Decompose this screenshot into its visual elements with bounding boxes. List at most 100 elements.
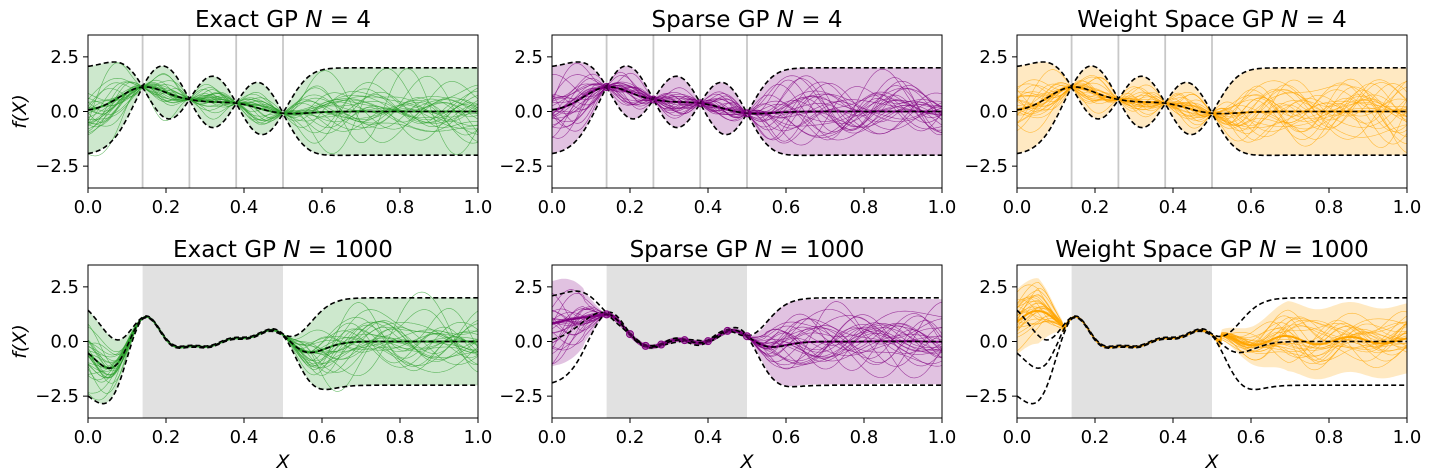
y-tick-label: 2.5 [979,47,1008,68]
inducing-point [696,99,705,108]
y-tick-label: 2.5 [979,277,1008,298]
observation-region [1071,265,1212,418]
y-tick-label: −2.5 [499,156,543,177]
inducing-point [743,109,751,118]
x-tick-label: 0.4 [230,197,259,218]
y-tick-label: −2.5 [499,386,543,407]
inducing-point [657,340,666,349]
x-tick-label: 0.2 [1081,427,1110,448]
panel-title: Weight Space GP N = 1000 [1055,237,1369,263]
x-tick-label: 0.8 [386,197,415,218]
x-tick-label: 1.0 [1393,427,1422,448]
y-tick-label: −2.5 [35,386,79,407]
x-tick-label: 0.2 [1081,197,1110,218]
panel-title: Sparse GP N = 4 [652,7,843,33]
x-tick-label: 0.4 [1159,427,1188,448]
inducing-point [743,332,751,341]
panel-1: 0.0 0.2 0.4 0.6 0.8 1.0 −2.5 0.0 2.5 Exact GP N =… [9,7,492,218]
plot-area [552,265,942,418]
x-tick-label: 0.4 [694,197,723,218]
x-axis-label: X [739,451,754,473]
plot-area [88,35,478,188]
x-tick-label: 1.0 [1393,197,1422,218]
x-tick-label: 1.0 [464,197,493,218]
x-tick-label: 0.0 [1003,427,1032,448]
posterior-band [552,62,942,156]
y-tick-label: −2.5 [964,156,1008,177]
y-tick-label: 0.0 [50,332,79,353]
x-tick-label: 0.0 [74,427,103,448]
x-tick-label: 0.6 [308,427,337,448]
x-tick-label: 0.2 [152,427,181,448]
x-tick-label: 0.6 [772,197,801,218]
reference-upper [552,61,942,114]
reference-lower [88,86,478,157]
x-tick-label: 0.8 [1315,427,1344,448]
x-tick-label: 0.6 [308,197,337,218]
posterior-band [88,297,478,404]
x-tick-label: 0.8 [1315,197,1344,218]
inducing-point [680,336,689,345]
reference-upper [1017,297,1407,348]
panel-title: Weight Space GP N = 4 [1077,7,1347,33]
y-tick-label: 0.0 [979,332,1008,353]
y-tick-label: 2.5 [514,277,543,298]
posterior-band [88,62,478,156]
x-tick-label: 0.0 [74,197,103,218]
inducing-point [649,95,658,104]
y-axis-label: f(X) [9,94,31,129]
posterior-band [1017,278,1407,380]
inducing-point [602,310,611,319]
plot-area [1017,35,1407,188]
x-tick-label: 0.4 [1159,197,1188,218]
observation-region [142,265,283,418]
y-tick-label: 0.0 [979,102,1008,123]
y-tick-label: 2.5 [50,277,79,298]
x-tick-label: 0.6 [1237,197,1266,218]
x-tick-label: 0.2 [616,427,645,448]
inducing-point [704,337,712,346]
x-tick-label: 1.0 [464,427,493,448]
panel-3: 0.0 0.2 0.4 0.6 0.8 1.0 −2.5 0.0 2.5 Weight Space… [964,7,1421,218]
reference-upper [88,297,478,348]
x-tick-label: 1.0 [928,197,957,218]
x-tick-label: 0.4 [694,427,723,448]
y-tick-label: 2.5 [514,47,543,68]
x-tick-label: 0.0 [538,197,567,218]
x-tick-label: 0.0 [1003,197,1032,218]
y-tick-label: 0.0 [50,102,79,123]
x-tick-label: 0.4 [230,427,259,448]
reference-lower [1017,86,1407,157]
reference-upper [1017,61,1407,114]
y-tick-label: −2.5 [35,156,79,177]
panel-title: Sparse GP N = 1000 [630,237,865,263]
x-tick-label: 0.0 [538,427,567,448]
y-tick-label: 0.0 [514,102,543,123]
reference-mean [1017,86,1407,115]
x-tick-label: 0.2 [616,197,645,218]
x-tick-label: 0.2 [152,197,181,218]
reference-upper [88,61,478,114]
x-axis-label: X [275,451,290,473]
reference-lower [552,86,942,157]
panel-title: Exact GP N = 4 [195,7,371,33]
reference-mean [88,86,478,115]
plot-area [552,35,942,188]
inducing-point [626,330,634,339]
panel-4: 0.0 0.2 0.4 0.6 0.8 1.0 −2.5 0.0 2.5 Exact GP N =… [9,237,492,473]
panel-2: 0.0 0.2 0.4 0.6 0.8 1.0 −2.5 0.0 2.5 Sparse GP N … [499,7,956,218]
y-tick-label: −2.5 [964,386,1008,407]
posterior-band [1017,62,1407,156]
x-tick-label: 0.8 [850,427,879,448]
inducing-point [723,326,732,335]
inducing-point [641,341,650,350]
panel-5: 0.0 0.2 0.4 0.6 0.8 1.0 −2.5 0.0 2.5 Sparse GP N … [499,237,956,473]
x-tick-label: 1.0 [928,427,957,448]
panel-title: Exact GP N = 1000 [173,237,393,263]
panel-6: 0.0 0.2 0.4 0.6 0.8 1.0 −2.5 0.0 2.5 Weight Space… [964,237,1421,473]
inducing-point [602,83,611,92]
plot-area [88,265,478,418]
x-tick-label: 0.8 [850,197,879,218]
y-axis-label: f(X) [9,324,31,359]
